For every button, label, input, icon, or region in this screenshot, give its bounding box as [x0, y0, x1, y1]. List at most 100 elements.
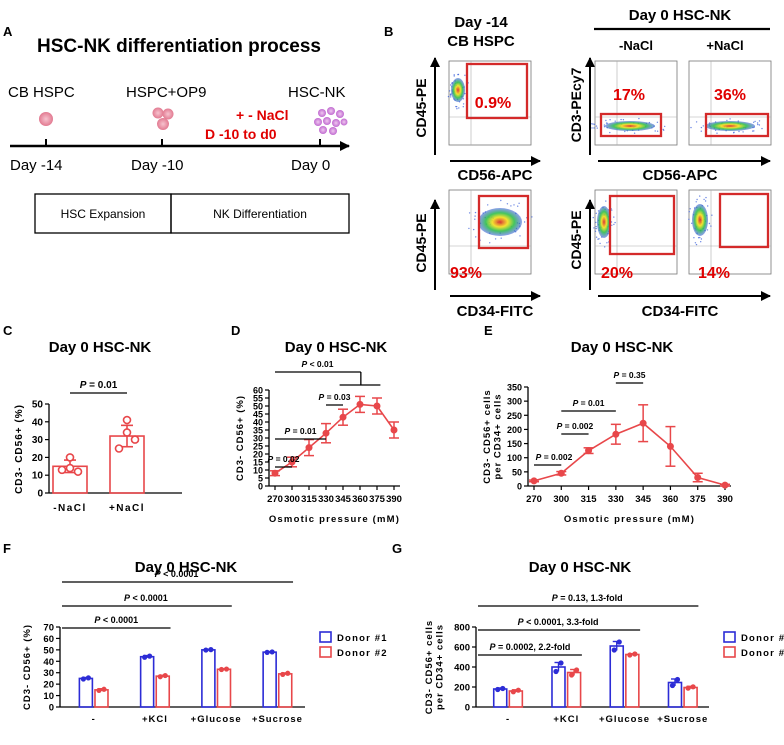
flow-event-dot: [697, 237, 700, 239]
flow-plot: [447, 60, 532, 146]
cb-hspc-cell-icon: [39, 112, 53, 126]
flow-event-dot: [523, 221, 526, 223]
hsc-nk-cells-icon: [314, 107, 348, 135]
phase-box-differentiation: [170, 193, 350, 234]
p-symbol: P: [155, 569, 162, 579]
y-tick-label: 20: [32, 453, 44, 464]
panel-letter-b: B: [384, 24, 393, 39]
p-value: = 0.002: [562, 421, 593, 431]
phase-label-expansion: HSC Expansion: [61, 207, 146, 221]
p-symbol: P: [124, 593, 131, 603]
flow-event-dot: [593, 123, 596, 126]
data-point: [65, 463, 75, 473]
flow-event-dot: [605, 119, 607, 122]
x-tick-label: +Glucose: [191, 714, 242, 725]
data-point: [685, 685, 691, 691]
bar-donor2: [625, 653, 640, 708]
flow-event-dot: [450, 84, 452, 86]
flow-event-dot: [513, 204, 515, 206]
legend-label: Donor #2: [741, 648, 784, 659]
y-tick-label: 10: [32, 471, 44, 482]
flow-event-dot: [622, 119, 625, 121]
data-point: [639, 419, 647, 427]
flow-event-dot: [610, 221, 613, 223]
x-tick-label: 315: [301, 494, 318, 505]
data-point: [280, 671, 286, 678]
data-point: [611, 647, 617, 653]
x-tick-label: +Glucose: [599, 714, 650, 725]
flow-event-dot: [753, 121, 755, 124]
y-tick-label: 0: [258, 482, 263, 492]
y-tick-label: 20: [253, 450, 263, 460]
x-tick-label: -NaCl: [53, 503, 87, 514]
x-tick-label: 330: [608, 494, 624, 505]
significance-label: P < 0.0001: [155, 569, 199, 579]
data-point: [530, 477, 538, 485]
data-point: [130, 435, 140, 444]
flow-event-dot: [595, 221, 597, 224]
flow-event-dot: [592, 123, 594, 125]
significance-label: P < 0.0001: [124, 593, 168, 603]
flow-event-dot: [611, 224, 613, 226]
p-value: = 0.13, 1.3-fold: [558, 593, 623, 603]
flow-event-dot: [591, 127, 593, 129]
flow-event-dot: [462, 106, 464, 108]
x-tick-label: 330: [318, 494, 334, 505]
chart-title: Day 0 HSC-NK: [285, 339, 388, 356]
y-tick-label: 100: [507, 453, 522, 463]
x-tick-label: -: [506, 714, 510, 725]
y-tick-label: 15: [253, 458, 263, 468]
flow-event-dot: [474, 218, 476, 220]
significance-label: P < 0.0001, 3.3-fold: [518, 617, 599, 627]
flow-event-dot: [603, 126, 606, 128]
chart-title: Day 0 HSC-NK: [49, 339, 152, 356]
flow-event-dot: [688, 218, 690, 220]
data-point: [721, 481, 729, 489]
x-tick-label: 360: [352, 494, 368, 505]
y-tick-label: 20: [43, 680, 54, 691]
y-tick-label: 40: [43, 657, 54, 668]
p-symbol: P: [614, 370, 620, 380]
flow-event-dot: [758, 120, 761, 122]
flow-event-dot: [700, 130, 702, 132]
bar-donor1: [609, 645, 625, 708]
data-point: [674, 676, 681, 683]
y-tick-label: 10: [43, 691, 54, 702]
x-tick-label: +KCl: [142, 714, 168, 725]
y-axis-label-line: CD3- CD56+ (%): [235, 395, 246, 481]
gate-box: [477, 194, 530, 250]
y-tick-label: 30: [32, 435, 44, 446]
data-point: [515, 687, 521, 693]
data-point: [122, 415, 132, 425]
flow-event-dot: [450, 96, 452, 98]
p-value: < 0.0001, 3.3-fold: [524, 617, 599, 627]
treatment-days: D -10 to d0: [205, 126, 277, 142]
flow-plot: [688, 189, 772, 275]
y-tick-label: 60: [43, 634, 54, 645]
y-axis-label: CD3- CD56+ (%): [235, 395, 246, 481]
y-axis-label: CD3- CD56+ cellsper CD34+ cells: [424, 620, 446, 714]
flow-plots: [447, 60, 772, 275]
flow-density-blob: [597, 206, 611, 238]
y-tick-label: 300: [507, 397, 522, 407]
p-value: = 0.03: [324, 392, 351, 402]
bar-donor1: [262, 651, 277, 708]
flow-event-dot: [757, 123, 759, 126]
data-point: [269, 649, 275, 655]
flow-event-dot: [506, 203, 509, 205]
row1-xlabel-left: CD56-APC: [457, 167, 532, 184]
y-tick-label: 0: [517, 482, 522, 492]
flow-event-dot: [633, 132, 636, 134]
x-tick-label: 345: [335, 494, 352, 505]
flow-event-dot: [729, 118, 731, 120]
y-tick-label: 60: [253, 386, 263, 396]
legend-swatch: [723, 631, 736, 643]
gate-box: [608, 194, 676, 256]
flow-density-blob: [605, 121, 655, 131]
x-tick-label: 300: [553, 494, 569, 505]
flow-event-dot: [453, 75, 455, 77]
right-header-hsc-nk: Day 0 HSC-NK: [629, 7, 732, 24]
percent-cd56-minus-nacl: 17%: [613, 87, 645, 104]
y-tick-label: 0: [37, 489, 43, 500]
